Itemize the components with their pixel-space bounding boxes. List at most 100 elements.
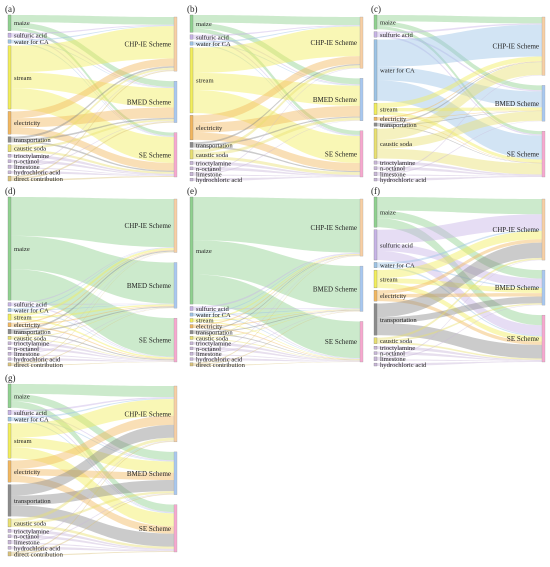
flow-caustic-soda-to-se-scheme [11, 524, 174, 549]
flow-hydrochloric-acid-to-se-scheme [377, 176, 542, 181]
source-node-n-octanol [7, 534, 12, 538]
flow-maize-to-se-scheme [377, 26, 542, 135]
flow-sulfuric-acid-to-chp-ie-scheme [193, 25, 360, 37]
source-node-limestone [373, 171, 378, 176]
flow-water-for-ca-to-chp-ie-scheme [377, 229, 542, 265]
source-label-electricity: electricity [196, 324, 223, 331]
flow-sulfuric-acid-to-bmed-scheme [377, 243, 542, 288]
flow-limestone-to-bmed-scheme [11, 493, 174, 543]
target-label-chp-ie-scheme: CHP-IE Scheme [125, 222, 171, 230]
source-node-n-octanol [373, 351, 378, 355]
source-node-trioctylamine [373, 346, 378, 350]
source-label-water-for-ca: water for CA [380, 262, 415, 269]
source-label-n-octanol: n-octanol [380, 350, 405, 357]
flow-n-octanol-to-se-scheme [193, 347, 360, 362]
source-label-n-octanol: n-octanol [196, 346, 221, 353]
flow-limestone-to-se-scheme [11, 167, 174, 176]
flow-electricity-to-se-scheme [377, 297, 542, 345]
source-label-direct-contribution: direct contribution [14, 551, 64, 558]
flow-electricity-to-bmed-scheme [377, 293, 542, 298]
source-label-caustic-soda: caustic soda [196, 335, 228, 342]
flow-sulfuric-acid-to-bmed-scheme [377, 33, 542, 92]
source-label-water-for-ca: water for CA [196, 312, 231, 319]
flow-n-octanol-to-se-scheme [377, 166, 542, 177]
flow-stream-to-se-scheme [193, 321, 360, 360]
flow-caustic-soda-to-chp-ie-scheme [377, 62, 542, 141]
source-node-water-for-ca [189, 312, 194, 317]
source-node-trioctylamine [189, 161, 194, 165]
panel-c: (c) maize sulfuric acid water for CA stream e… [371, 4, 546, 184]
flow-hydrochloric-acid-to-se-scheme [193, 176, 360, 181]
flow-water-for-ca-to-chp-ie-scheme [193, 25, 360, 44]
flow-water-for-ca-to-bmed-scheme [377, 264, 542, 289]
flow-electricity-to-chp-ie-scheme [193, 254, 360, 326]
flows [11, 197, 174, 366]
flow-transportation-to-bmed-scheme [11, 306, 174, 333]
target-node-bmed-scheme [173, 262, 178, 309]
target-node-bmed-scheme [541, 269, 546, 306]
target-node-bmed-scheme [173, 451, 178, 495]
flows [377, 197, 542, 366]
source-node-transportation [7, 136, 12, 143]
flow-limestone-to-chp-ie-scheme [11, 69, 174, 167]
flow-transportation-to-se-scheme [377, 323, 542, 359]
flow-limestone-to-se-scheme [11, 542, 174, 551]
source-node-electricity [7, 322, 12, 327]
flow-maize-to-bmed-scheme [193, 22, 360, 85]
flow-caustic-soda-to-se-scheme [193, 338, 360, 361]
target-label-chp-ie-scheme: CHP-IE Scheme [311, 39, 357, 47]
source-label-limestone: limestone [14, 351, 40, 358]
source-label-water-for-ca: water for CA [14, 39, 49, 46]
flow-sulfuric-acid-to-se-scheme [11, 35, 174, 137]
flow-water-for-ca-to-chp-ie-scheme [11, 398, 174, 419]
source-label-transportation: transportation [14, 137, 51, 144]
target-label-bmed-scheme: BMED Scheme [127, 98, 171, 106]
source-label-sulfuric-acid: sulfuric acid [380, 242, 413, 249]
flow-water-for-ca-to-chp-ie-scheme [193, 253, 360, 315]
flow-maize-to-se-scheme [11, 401, 174, 513]
target-node-chp-ie-scheme [541, 16, 546, 76]
flow-limestone-to-se-scheme [193, 354, 360, 362]
source-node-direct-contribution [189, 362, 194, 367]
flow-sulfuric-acid-to-chp-ie-scheme [377, 214, 542, 244]
flow-stream-to-chp-ie-scheme [377, 230, 542, 279]
flow-water-for-ca-to-se-scheme [193, 315, 360, 360]
source-label-trioctylamine: trioctylamine [380, 345, 415, 352]
flow-caustic-soda-to-se-scheme [377, 341, 542, 360]
flow-sulfuric-acid-to-chp-ie-scheme [377, 23, 542, 34]
source-label-maize: maize [380, 20, 396, 27]
source-label-sulfuric-acid: sulfuric acid [14, 302, 47, 309]
flow-water-for-ca-to-bmed-scheme [11, 304, 174, 311]
flow-caustic-soda-to-chp-ie-scheme [11, 437, 174, 522]
source-node-sulfuric-acid [373, 229, 378, 261]
flow-transportation-to-chp-ie-scheme [11, 424, 174, 496]
source-node-stream [373, 102, 378, 115]
flow-water-for-ca-to-chp-ie-scheme [377, 24, 542, 67]
source-label-maize: maize [196, 21, 212, 28]
source-node-sulfuric-acid [7, 32, 12, 38]
flow-limestone-to-bmed-scheme [193, 120, 360, 175]
flow-limestone-to-se-scheme [377, 174, 542, 177]
flow-direct-contribution-to-se-scheme [193, 361, 360, 366]
flow-direct-contribution-to-chp-ie-scheme [193, 255, 360, 364]
flow-caustic-soda-to-bmed-scheme [11, 307, 174, 339]
source-label-n-octanol: n-octanol [14, 159, 39, 166]
flow-limestone-to-bmed-scheme [11, 121, 174, 168]
flow-limestone-to-se-scheme [377, 359, 542, 362]
flow-trioctylamine-to-se-scheme [11, 154, 174, 175]
source-label-trioctylamine: trioctylamine [196, 341, 231, 348]
source-label-caustic-soda: caustic soda [380, 141, 412, 148]
flow-maize-to-chp-ie-scheme [11, 197, 174, 248]
flow-sulfuric-acid-to-bmed-scheme [11, 303, 174, 305]
source-label-trioctylamine: trioctylamine [14, 528, 49, 535]
source-node-electricity [189, 115, 194, 141]
source-label-trioctylamine: trioctylamine [14, 341, 49, 348]
flow-caustic-soda-to-chp-ie-scheme [377, 257, 542, 340]
source-label-limestone: limestone [14, 164, 40, 171]
source-node-water-for-ca [7, 308, 12, 312]
source-node-sulfuric-acid [7, 409, 12, 415]
source-node-caustic-soda [7, 336, 12, 340]
flow-trioctylamine-to-se-scheme [377, 346, 542, 361]
target-label-chp-ie-scheme: CHP-IE Scheme [125, 41, 171, 49]
